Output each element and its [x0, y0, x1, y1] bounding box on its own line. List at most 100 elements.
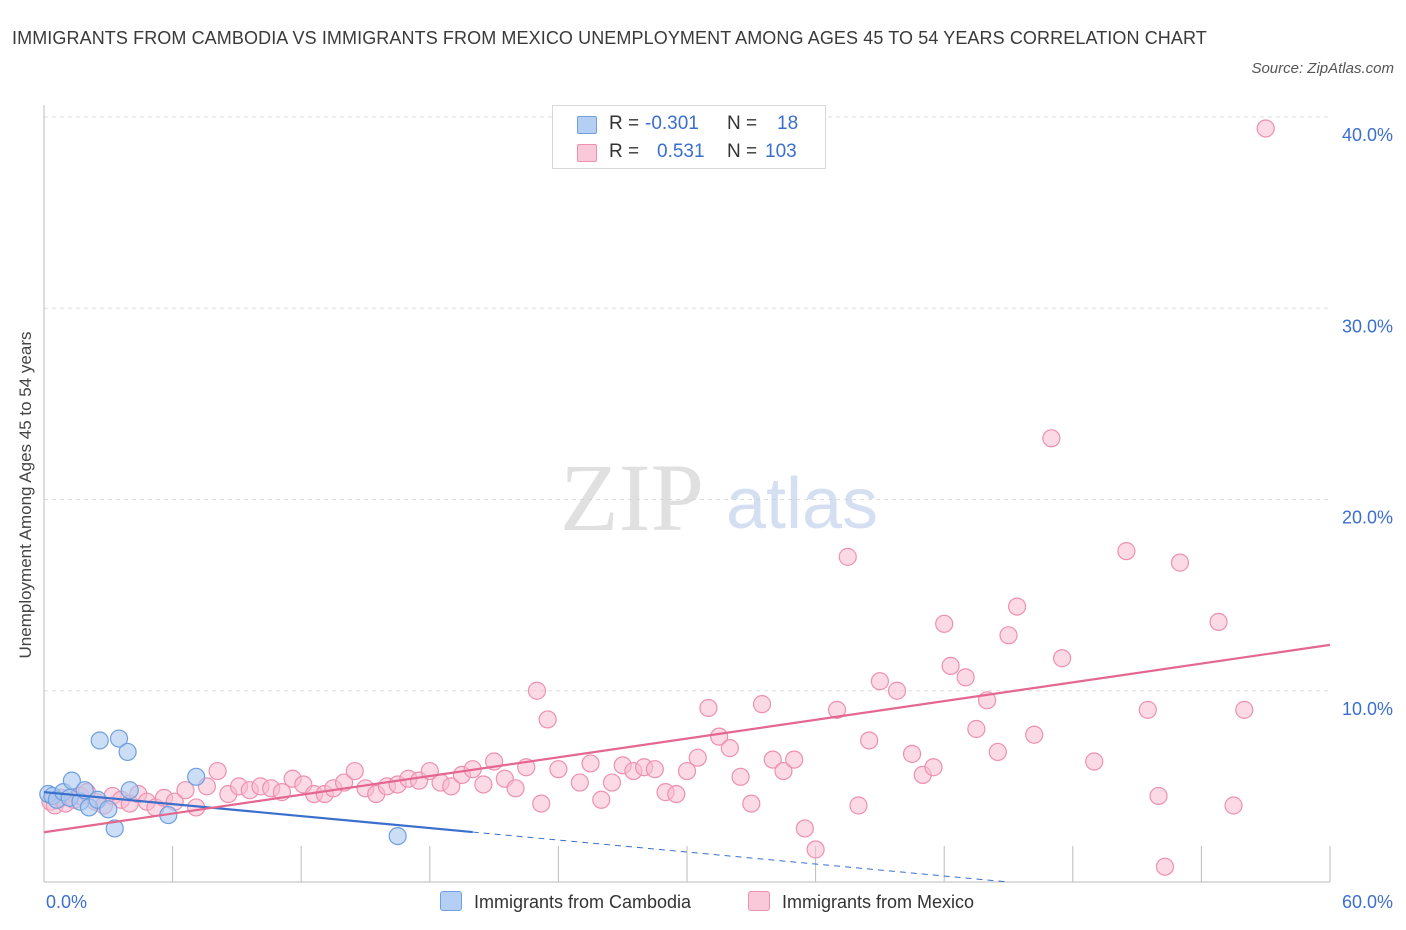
mexico-point-53 [549, 760, 568, 779]
mexico-point-104 [1224, 796, 1243, 815]
mexico-point-82 [887, 681, 907, 700]
mexico-point-98 [1117, 542, 1136, 561]
mexico-point-94 [1025, 725, 1044, 744]
mexico-point-86 [935, 614, 954, 633]
cambodia-point-12 [105, 819, 124, 838]
cambodia-trendline [43, 791, 473, 834]
y-tick-label-0: 10.0% [1342, 699, 1393, 719]
mexico-point-101 [1155, 857, 1175, 876]
x-tick-label-min: 0.0% [46, 892, 87, 912]
y-tick-label-3: 40.0% [1342, 125, 1393, 145]
cambodia-point-5 [62, 771, 81, 790]
bottom-legend-label-cambodia: Immigrants from Cambodia [474, 892, 692, 912]
mexico-point-61 [645, 760, 664, 779]
cambodia-point-14 [118, 742, 137, 762]
mexico-point-69 [731, 767, 750, 786]
mexico-point-81 [870, 672, 890, 691]
mexico-point-70 [742, 794, 761, 813]
mexico-point-52 [538, 710, 557, 729]
correlation-legend: R = -0.301 N = 18 R = 0.531 N = 103 [552, 105, 826, 169]
cambodia-point-13 [109, 729, 129, 748]
legend-n-label-mexico: N = [727, 141, 758, 162]
mexico-point-17 [176, 781, 195, 800]
mexico-point-74 [785, 750, 804, 769]
mexico-point-85 [924, 758, 943, 777]
mexico-point-45 [474, 775, 493, 794]
watermark-zip: ZIP [560, 444, 704, 551]
mexico-point-106 [1256, 119, 1275, 138]
mexico-point-77 [827, 700, 847, 719]
mexico-point-79 [849, 796, 868, 815]
mexico-point-42 [442, 777, 461, 796]
chart-title: IMMIGRANTS FROM CAMBODIA VS IMMIGRANTS F… [12, 28, 1207, 48]
legend-n-value-cambodia: 18 [777, 113, 799, 134]
source-label: Source: ZipAtlas.com [1251, 60, 1394, 77]
mexico-point-55 [581, 754, 600, 773]
mexico-point-100 [1149, 786, 1168, 806]
cambodia-point-10 [90, 731, 109, 750]
trend-lines [43, 643, 1331, 883]
mexico-point-63 [667, 784, 686, 804]
cambodia-point-15 [120, 781, 139, 800]
bottom-legend-label-mexico: Immigrants from Mexico [782, 892, 975, 912]
mexico-point-54 [570, 773, 589, 792]
watermark-atlas: atlas [726, 464, 878, 544]
cambodia-trendline-extension [472, 831, 1009, 883]
mexico-point-99 [1138, 700, 1157, 719]
mexico-point-89 [967, 719, 986, 739]
mexico-point-96 [1052, 649, 1072, 668]
legend-r-value-mexico: 0.531 [657, 141, 705, 162]
cambodia-point-18 [388, 826, 407, 846]
mexico-point-57 [602, 773, 622, 792]
mexico-point-83 [902, 744, 922, 763]
mexico-point-50 [527, 681, 547, 700]
mexico-point-71 [752, 695, 772, 714]
cambodia-point-11 [99, 800, 118, 819]
mexico-point-91 [988, 742, 1007, 762]
mexico-point-64 [677, 761, 697, 781]
mexico-point-66 [699, 698, 718, 718]
legend-n-label-cambodia: N = [727, 113, 758, 134]
x-tick-label-max: 60.0% [1342, 892, 1393, 912]
bottom-legend-swatch-cambodia [440, 891, 462, 911]
mexico-point-73 [774, 761, 793, 781]
bottom-legend-mexico: Immigrants from Mexico [748, 888, 974, 916]
mexico-point-48 [506, 779, 525, 798]
mexico-trendline [43, 643, 1331, 834]
bottom-legend-cambodia: Immigrants from Cambodia [440, 888, 691, 916]
mexico-point-76 [806, 840, 825, 859]
mexico-point-97 [1085, 752, 1104, 771]
mexico-point-92 [999, 626, 1018, 645]
axes [43, 105, 1331, 883]
y-tick-label-2: 30.0% [1342, 316, 1393, 336]
legend-swatch-mexico [577, 144, 597, 162]
mexico-point-95 [1042, 429, 1061, 448]
mexico-point-51 [532, 794, 551, 813]
mexico-point-65 [688, 748, 707, 767]
mexico-point-72 [763, 750, 782, 769]
legend-swatch-cambodia [577, 116, 597, 134]
mexico-point-20 [208, 761, 227, 781]
mexico-point-78 [838, 547, 857, 566]
legend-r-label-mexico: R = [609, 141, 640, 162]
mexico-point-32 [334, 773, 354, 792]
mexico-point-33 [345, 761, 364, 781]
mexico-point-56 [592, 790, 611, 809]
bottom-legend-swatch-mexico [748, 891, 770, 911]
cambodia-points [39, 729, 407, 846]
mexico-point-87 [941, 656, 960, 675]
mexico-point-88 [956, 668, 975, 687]
tick-labels: 10.0% 20.0% 30.0% 40.0% 0.0% 60.0% [46, 125, 1393, 912]
legend-r-label-cambodia: R = [609, 113, 640, 134]
mexico-point-80 [860, 731, 879, 750]
mexico-point-93 [1007, 597, 1027, 616]
grid-lines [44, 116, 1330, 692]
mexico-point-103 [1209, 612, 1228, 632]
y-tick-label-1: 20.0% [1342, 508, 1393, 528]
mexico-point-68 [720, 739, 739, 758]
mexico-point-105 [1235, 700, 1254, 719]
cambodia-point-17 [187, 767, 206, 786]
mexico-point-75 [795, 819, 814, 838]
mexico-point-102 [1170, 553, 1190, 572]
